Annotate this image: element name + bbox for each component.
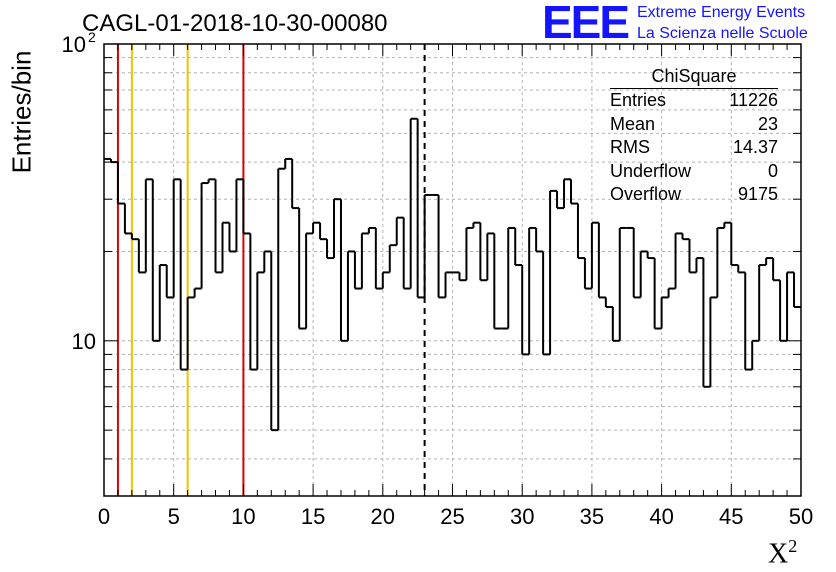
x-axis-title-sup: 2 — [788, 536, 798, 556]
eee-logo: EEE Extreme Energy Events La Scienza nel… — [542, 0, 832, 48]
stats-value: 0 — [767, 160, 778, 181]
run-title: CAGL-01-2018-10-30-00080 — [82, 10, 388, 37]
stats-value: 9175 — [737, 184, 778, 204]
eee-logo-line2: La Scienza nelle Scuole — [637, 25, 808, 42]
eee-logo-mark: EEE — [542, 0, 630, 48]
stats-value: 14.37 — [732, 137, 778, 157]
stats-row-overflow: Overflow 9175 — [610, 183, 778, 207]
stats-row-mean: Mean 23 — [610, 113, 778, 137]
x-axis-title-base: X — [768, 538, 789, 570]
x-tick-label: 45 — [719, 504, 743, 529]
x-tick-label: 30 — [510, 504, 534, 529]
eee-logo-line1: Extreme Energy Events — [637, 4, 806, 21]
x-tick-label: 40 — [649, 504, 673, 529]
x-tick-label: 20 — [371, 504, 395, 529]
stats-row-rms: RMS 14.37 — [610, 136, 778, 160]
stats-label: Entries — [610, 90, 667, 110]
stats-value: 23 — [757, 113, 778, 134]
x-tick-label: 25 — [440, 504, 464, 529]
y-tick-label: 10 — [72, 329, 96, 354]
stats-label: RMS — [610, 137, 650, 157]
x-tick-label: 15 — [301, 504, 325, 529]
x-tick-label: 50 — [789, 504, 813, 529]
stats-box: ChiSquare Entries 11226 Mean 23 RMS 14.37 U… — [610, 64, 778, 207]
y-tick-label-exponent: 2 — [88, 29, 96, 45]
y-axis-title: Entries/bin — [6, 50, 37, 174]
x-axis-title: X2 — [768, 536, 797, 570]
stats-value: 11226 — [729, 90, 778, 110]
stats-row-entries: Entries 11226 — [610, 89, 778, 113]
x-tick-label: 0 — [98, 504, 110, 529]
x-tick-label: 10 — [231, 504, 255, 529]
x-tick-label: 5 — [168, 504, 180, 529]
stats-label: Underflow — [610, 160, 692, 181]
stats-label: Mean — [610, 113, 656, 134]
y-tick-label: 10 — [62, 32, 86, 57]
stats-label: Overflow — [610, 184, 682, 204]
stats-box-title: ChiSquare — [610, 64, 778, 89]
x-tick-label: 35 — [580, 504, 604, 529]
stats-row-underflow: Underflow 0 — [610, 160, 778, 184]
